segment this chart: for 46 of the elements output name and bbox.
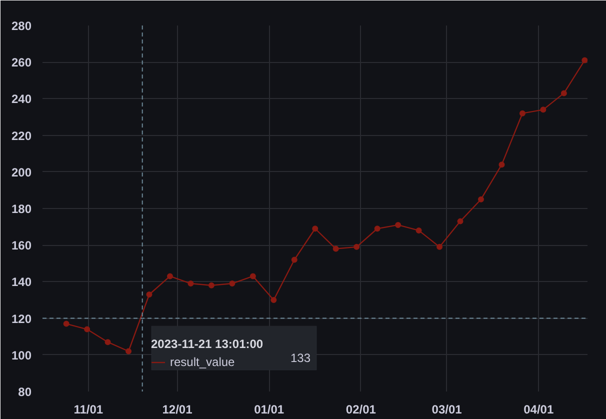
y-tick-label: 260 (11, 56, 32, 70)
point (208, 282, 214, 288)
point (270, 297, 277, 303)
x-tick-label: 01/01 (254, 402, 284, 416)
point (436, 244, 443, 250)
y-tick-label: 140 (11, 275, 32, 290)
y-tick-label: 240 (11, 92, 32, 106)
point (560, 90, 567, 96)
point (63, 320, 70, 327)
point (498, 162, 505, 168)
point (519, 110, 526, 116)
y-tick-label: 280 (11, 19, 32, 33)
y-tick-label: 160 (11, 238, 32, 253)
point (188, 280, 194, 287)
y-tick-label: 120 (11, 312, 32, 326)
point (166, 273, 173, 280)
x-tick-label: 02/01 (346, 402, 376, 416)
x-tick-label: 12/01 (162, 402, 193, 416)
point (250, 273, 256, 280)
x-tick-label: 11/01 (74, 402, 104, 416)
legend-label: result_value (170, 355, 235, 369)
point (126, 348, 132, 354)
point (374, 226, 380, 232)
annotation: 133 (290, 350, 311, 365)
x-tick-label: 04/01 (524, 402, 554, 416)
point (146, 292, 152, 298)
y-tick-label: 180 (11, 202, 32, 216)
point (416, 227, 422, 234)
point (291, 256, 298, 263)
x-tick-label: 03/01 (432, 402, 462, 416)
point (84, 326, 90, 332)
point (582, 57, 588, 64)
legend-title: 2023-11-21 13:01:00 (151, 337, 264, 351)
y-tick-label: 80 (18, 385, 32, 399)
point (354, 244, 360, 250)
point (478, 196, 484, 202)
y-tick-label: 100 (11, 348, 32, 362)
point (312, 226, 318, 232)
y-tick-label: 220 (11, 128, 32, 143)
y-tick-label: 200 (11, 165, 32, 180)
point (229, 280, 236, 287)
point (395, 222, 402, 228)
point (332, 246, 339, 252)
point (540, 106, 546, 113)
point (457, 218, 464, 224)
point (104, 339, 111, 346)
